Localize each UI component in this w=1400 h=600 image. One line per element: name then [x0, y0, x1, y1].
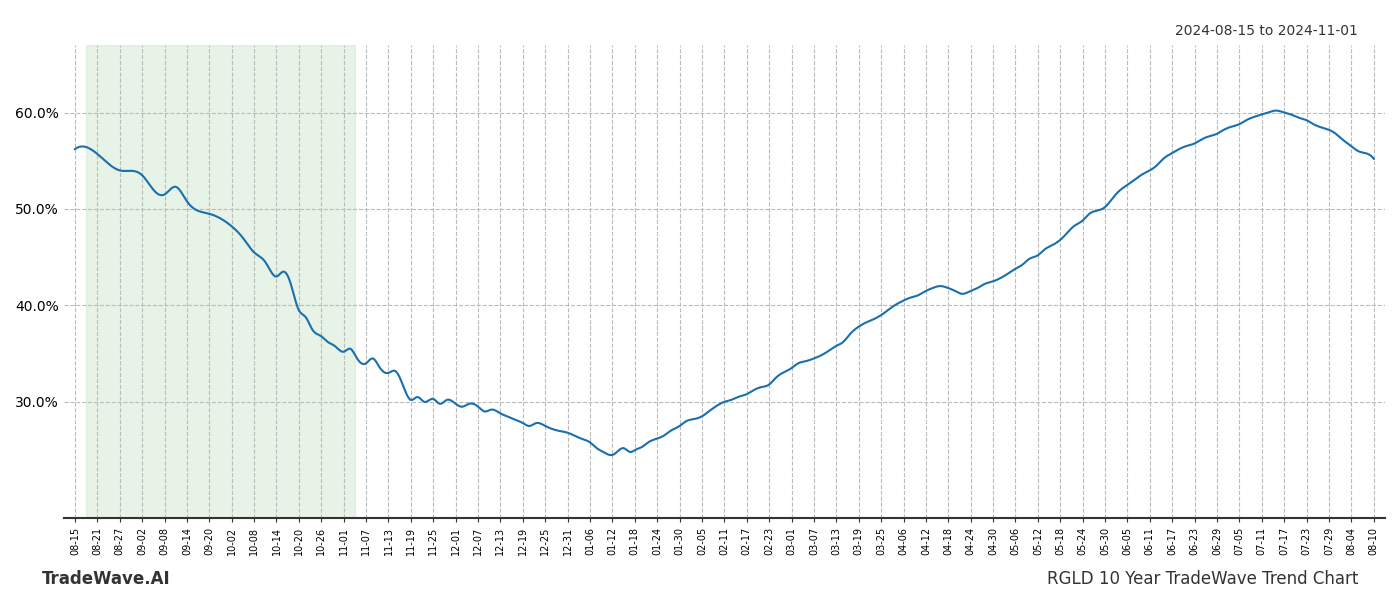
Text: 2024-08-15 to 2024-11-01: 2024-08-15 to 2024-11-01 [1175, 24, 1358, 38]
Text: TradeWave.AI: TradeWave.AI [42, 570, 171, 588]
Text: RGLD 10 Year TradeWave Trend Chart: RGLD 10 Year TradeWave Trend Chart [1047, 570, 1358, 588]
Bar [87, 45, 354, 518]
